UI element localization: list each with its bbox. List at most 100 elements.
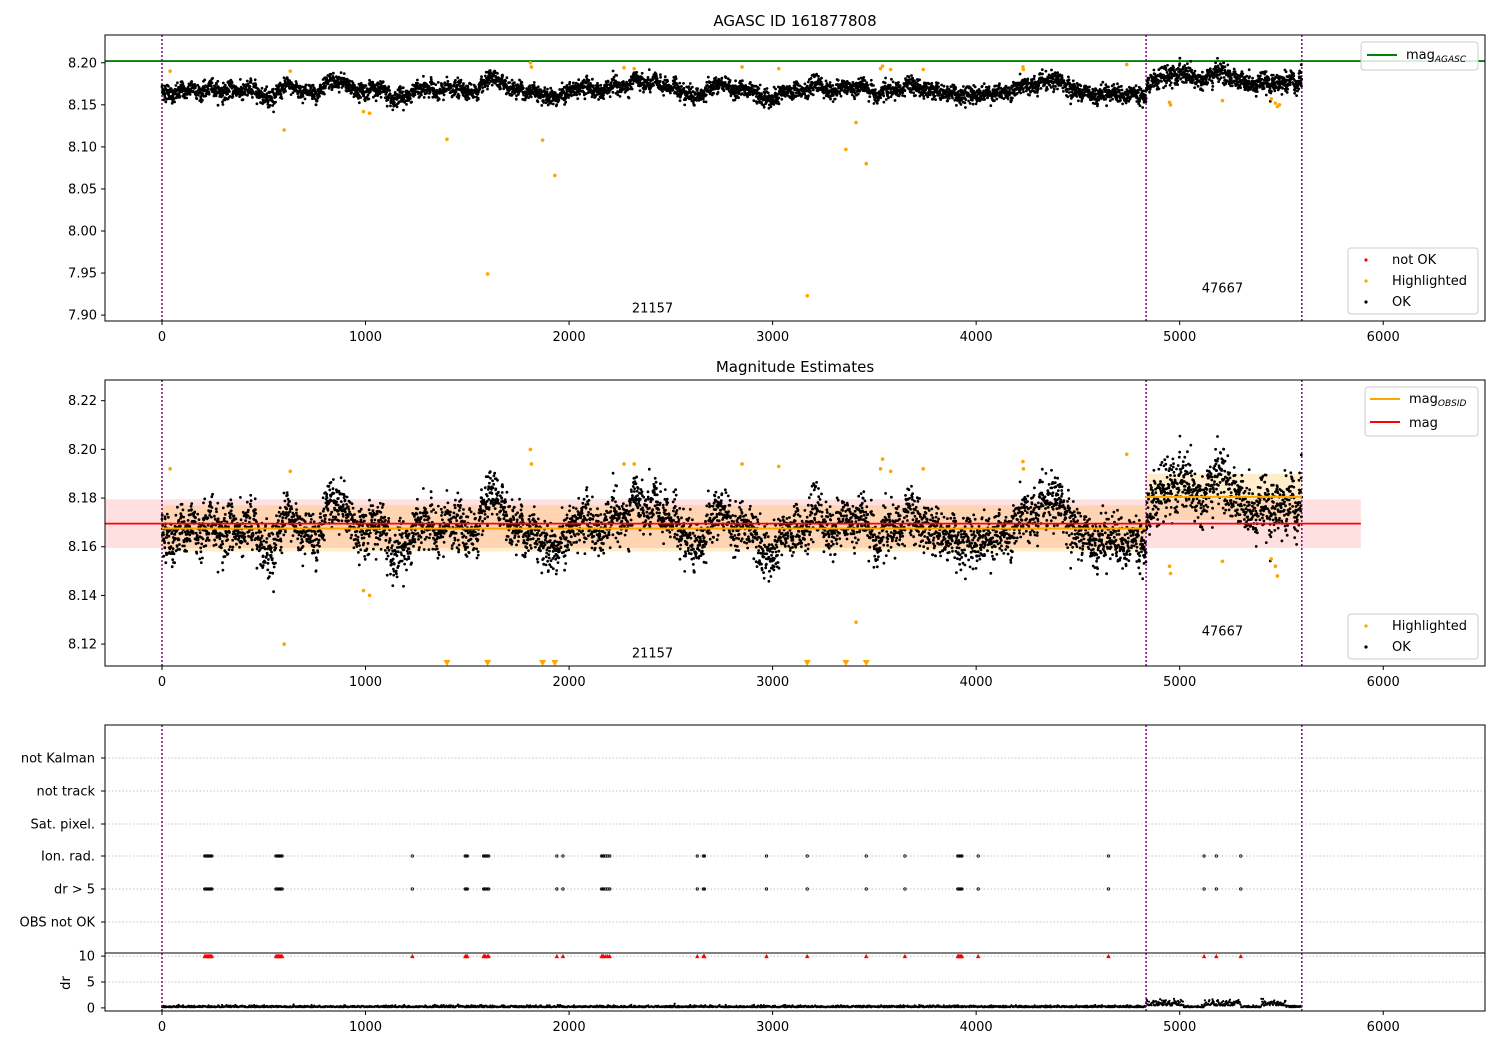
dr-outlier-marker-48 — [1238, 953, 1243, 959]
p2-highlighted-point-12 — [878, 467, 883, 471]
p2-legend-highlighted-marker — [1364, 624, 1368, 628]
p1-xtick-label-2000: 2000 — [553, 330, 586, 345]
p2-highlighted-point-14 — [888, 469, 893, 474]
flag-point-r4-35 — [764, 887, 769, 891]
p1-frame — [104, 34, 1486, 322]
flag-row-label-2: Sat. pixel. — [31, 818, 95, 833]
dr-outlier-marker-36 — [805, 953, 810, 959]
dr-outlier-marker-37 — [864, 953, 869, 959]
dr-outlier-marker-47 — [1214, 953, 1219, 959]
flag-point-r3-18 — [465, 854, 469, 858]
p1-ok-points — [160, 56, 1304, 114]
flag-row-label-0: not Kalman — [21, 752, 95, 767]
flag-row-label-1: not track — [36, 785, 95, 800]
p1-highlighted-point-24 — [1021, 67, 1026, 72]
p2-obsid-label-47667: 47667 — [1202, 625, 1243, 640]
p2-clipped-marker-6 — [862, 660, 870, 666]
p2-xtick-label-1000: 1000 — [349, 675, 382, 690]
p3-xtick-label-2000: 2000 — [553, 1020, 586, 1035]
dr-ytick-label-5: 5 — [87, 976, 95, 991]
p1-highlighted-point-5 — [445, 137, 449, 142]
flag-point-r4-15 — [410, 887, 414, 891]
flag-point-r3-31 — [608, 854, 612, 858]
flag-point-r4-14 — [280, 887, 284, 891]
p1-title: AGASC ID 161877808 — [713, 12, 876, 30]
dr-outlier-marker-7 — [209, 953, 215, 959]
p1-highlighted-point-30 — [1273, 101, 1278, 105]
p1-highlighted-point-12 — [632, 66, 637, 71]
flag-point-r4-48 — [1239, 887, 1243, 891]
p1-ytick-label-7.95: 7.95 — [68, 267, 97, 282]
p2-xtick-label-0: 0 — [158, 675, 166, 690]
p2-clipped-marker-0 — [443, 660, 451, 666]
flag-point-r3-43 — [960, 854, 964, 858]
flag-point-r4-46 — [1202, 887, 1206, 891]
agasc-magnitude-panel: 21157 47667 AGASC ID 161877808 magAGASC n… — [68, 12, 1486, 345]
flag-point-r3-35 — [764, 854, 769, 858]
p1-highlighted-point-8 — [529, 65, 534, 69]
dr-axis-label: dr — [59, 976, 74, 990]
p3-xtick-label-3000: 3000 — [756, 1020, 789, 1035]
p2-title: Magnitude Estimates — [716, 358, 874, 376]
p3-xtick-label-5000: 5000 — [1163, 1020, 1196, 1035]
dr-outlier-marker-14 — [279, 953, 285, 959]
dr-outlier-marker-43 — [959, 953, 965, 959]
flag-point-r3-15 — [410, 854, 414, 858]
flag-point-r4-44 — [976, 887, 980, 891]
p1-highlighted-point-13 — [740, 65, 744, 69]
flag-point-r3-24 — [555, 854, 559, 858]
flag-point-r3-23 — [487, 854, 491, 858]
flag-point-r3-14 — [280, 854, 284, 858]
flag-point-r3-32 — [695, 854, 699, 858]
dr-outlier-marker-31 — [607, 953, 612, 959]
p3-xtick-label-6000: 6000 — [1367, 1020, 1400, 1035]
p2-highlighted-point-24 — [1275, 574, 1280, 578]
p1-legend-highlighted-marker — [1364, 279, 1368, 283]
p1-legend-mag-agasc: magAGASC — [1406, 48, 1467, 65]
p2-highlighted-point-15 — [921, 467, 926, 471]
p1-highlighted-point-22 — [921, 67, 926, 72]
flag-point-r4-45 — [1106, 887, 1111, 891]
flag-point-r4-25 — [561, 887, 565, 891]
dr-points — [160, 997, 1303, 1009]
p1-ytick-label-8.15: 8.15 — [68, 98, 97, 113]
p2-legend-bottom-box — [1347, 613, 1479, 660]
dr-outlier-marker-44 — [975, 953, 981, 959]
dr-outlier-marker-23 — [486, 953, 491, 959]
p2-xtick-label-6000: 6000 — [1367, 675, 1400, 690]
p2-ytick-label-8.22: 8.22 — [68, 394, 97, 409]
p1-highlighted-point-11 — [622, 66, 626, 70]
p2-clipped-marker-1 — [484, 660, 492, 666]
dr-outlier-marker-24 — [554, 953, 560, 959]
p1-highlighted-point-10 — [553, 173, 557, 178]
flag-point-r4-18 — [465, 887, 469, 891]
flag-point-r4-37 — [864, 887, 868, 891]
p2-highlighted-point-1 — [282, 642, 286, 646]
p2-legend-mag-obsid: magOBSID — [1409, 392, 1467, 409]
flag-point-r3-7 — [210, 854, 214, 858]
p2-highlighted-point-18 — [1124, 452, 1129, 457]
p2-highlighted-point-20 — [1168, 571, 1173, 576]
p1-legend-ok-marker — [1364, 300, 1368, 304]
p2-legend-top: magOBSID mag — [1364, 386, 1479, 437]
p2-clipped-marker-3 — [551, 660, 559, 666]
dr-outlier-marker-15 — [410, 953, 415, 959]
p2-highlighted-point-4 — [367, 593, 372, 598]
p1-marks: 21157 47667 — [105, 35, 1485, 321]
p2-highlighted-point-2 — [288, 469, 293, 474]
magnitude-estimates-panel: 21157 47667 Magnitude Estimates magOBSID … — [68, 358, 1486, 690]
p1-highlighted-point-0 — [168, 69, 172, 73]
p3-marks — [105, 725, 1485, 1011]
p1-highlighted-point-3 — [361, 109, 366, 114]
p1-xtick-label-5000: 5000 — [1163, 330, 1196, 345]
flag-point-r4-38 — [903, 887, 907, 891]
p1-xtick-label-4000: 4000 — [960, 330, 993, 345]
flag-row-label-3: Ion. rad. — [41, 850, 95, 865]
p2-highlighted-point-5 — [528, 447, 533, 452]
p2-xtick-label-5000: 5000 — [1163, 675, 1196, 690]
flag-point-r3-45 — [1106, 854, 1111, 858]
p1-highlighted-point-2 — [288, 69, 293, 73]
p1-ytick-label-8.20: 8.20 — [68, 56, 97, 71]
dr-ytick-label-0: 0 — [87, 1001, 95, 1016]
